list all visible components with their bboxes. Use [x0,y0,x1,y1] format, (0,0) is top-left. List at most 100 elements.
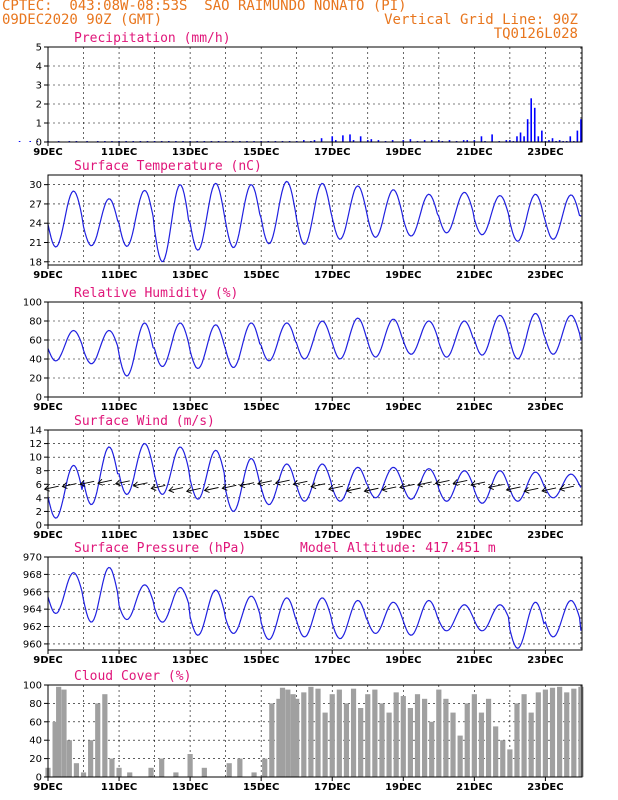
panel-1: 18 21 24 27 30 9DEC 11DEC 13DEC 15DEC 17DEC 19DEC 2… [29,159,583,281]
wind-arrowhead-icon [559,484,565,492]
x-tick-label: 21DEC [456,147,492,158]
x-tick-label: 11DEC [101,782,137,793]
bar [580,119,582,142]
bar [386,712,392,777]
bar [36,141,39,142]
y-tick-label: 27 [29,199,42,210]
x-tick-label: 11DEC [101,270,137,281]
bar [491,134,493,142]
bar [372,689,378,777]
wind-arrowhead-icon [328,484,335,492]
bar [352,140,355,142]
bar [226,763,232,777]
bar [528,712,534,777]
panel-frame [47,429,583,526]
wind-arrowhead-icon [203,486,210,493]
bar [102,694,108,777]
bar [116,767,122,777]
wind-arrow-icon [80,480,95,485]
wind-arrowhead-icon [434,479,441,486]
wind-arrow-icon [470,481,486,486]
bar [542,689,549,777]
wind-arrow-icon [399,484,415,488]
panel-title: Cloud Cover (%) [74,669,191,684]
wind-arrowhead-icon [221,484,228,491]
bar [443,698,449,777]
wind-arrowhead-icon [257,479,263,487]
x-tick-label: 23DEC [527,147,563,158]
bar [485,698,492,777]
bar [464,703,470,777]
wind-arrow-icon [453,480,468,484]
x-tick-label: 17DEC [314,530,350,541]
wind-arrow-icon [168,487,184,491]
x-tick-label: 9DEC [33,655,62,666]
bar [334,140,337,142]
x-tick-label: 23DEC [527,270,563,281]
y-tick-label: 21 [29,238,42,249]
x-tick-label: 19DEC [385,402,421,413]
wind-arrowhead-icon [470,480,477,488]
bar [473,140,476,142]
x-tick-label: 9DEC [33,530,62,541]
wind-arrow-icon [328,485,343,490]
x-tick-label: 19DEC [385,147,421,158]
bar [551,138,554,142]
bar [523,136,525,142]
wind-arrow-icon [257,480,272,485]
bar [336,689,342,777]
panel-4: 960 962 964 966 968 970 9DEC 11DEC 13DEC 15DEC 17D… [23,541,583,666]
y-tick-label: 100 [23,681,42,692]
panel-frame [47,684,583,778]
x-tick-label: 17DEC [314,655,350,666]
y-tick-label: 60 [29,717,42,728]
wind-arrow-icon [506,486,521,491]
y-tick-label: 5 [36,43,42,54]
bar [269,703,275,777]
x-tick-label: 21DEC [456,655,492,666]
wind-arrow-icon [115,480,130,485]
bar [576,130,579,142]
x-tick-label: 13DEC [172,270,208,281]
bar [471,694,477,777]
bar [548,140,550,142]
wind-arrow-icon [364,487,379,492]
y-tick-label: 964 [23,605,42,616]
x-tick-label: 15DEC [243,402,279,413]
wind-arrow-icon [311,483,326,488]
wind-arrow-icon [62,483,77,488]
bar [438,140,440,142]
bar [18,141,21,142]
y-tick-label: 80 [29,317,42,328]
x-tick-label: 15DEC [243,270,279,281]
x-tick-label: 13DEC [172,402,208,413]
series-line [47,566,582,649]
bar [400,696,406,777]
y-tick-label: 962 [23,622,42,633]
y-tick-label: 30 [29,180,42,191]
y-tick-label: 3 [36,81,42,92]
wind-arrow-icon [275,479,290,484]
panel-title: Precipitation (mm/h) [74,31,231,46]
wind-arrowhead-icon [523,486,530,494]
bar [276,698,282,777]
x-tick-label: 13DEC [172,782,208,793]
y-tick-label: 2 [36,100,42,111]
wind-arrowhead-icon [452,479,459,486]
x-tick-label: 15DEC [243,147,279,158]
wind-arrowhead-icon [61,482,68,490]
bar [379,703,385,777]
bar [313,140,316,142]
bar [303,140,305,142]
bar [290,694,296,777]
x-tick-label: 21DEC [456,530,492,541]
bar [322,712,328,777]
bar [507,749,513,777]
bar [436,689,442,777]
y-tick-label: 0 [36,393,42,404]
x-tick-label: 21DEC [456,782,492,793]
wind-arrowhead-icon [505,485,512,493]
bar [187,754,193,777]
panel-title: Surface Temperature (nC) [74,159,262,174]
